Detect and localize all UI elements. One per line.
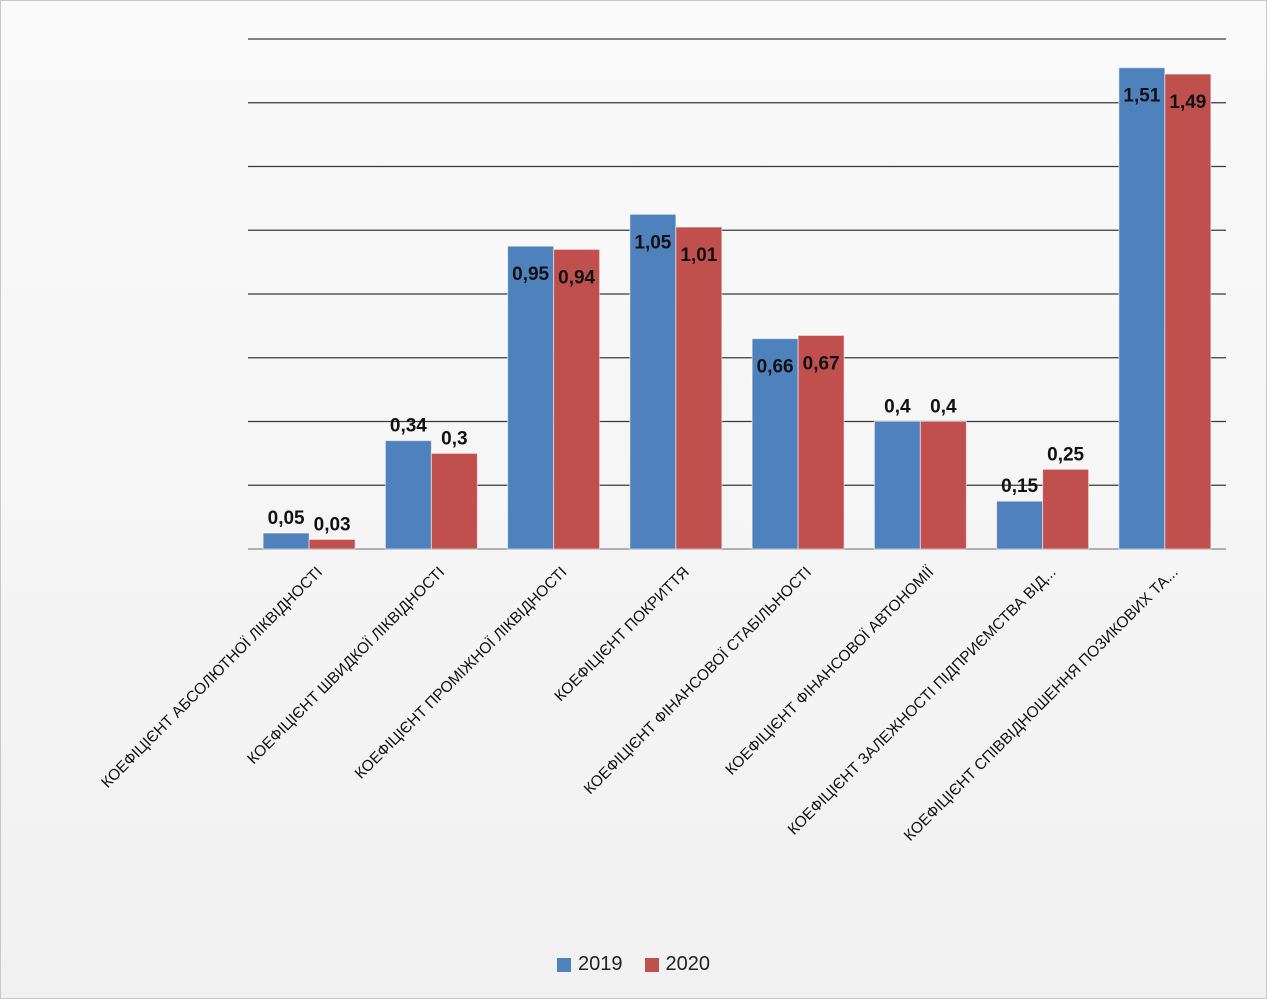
data-label-2019-4: 0,66 [757, 357, 794, 378]
legend-swatch-2019 [557, 957, 571, 972]
legend-swatch-2020 [644, 957, 659, 972]
data-label-2020-6: 0,25 [1047, 444, 1084, 465]
data-label-2020-4: 0,67 [803, 353, 840, 374]
legend-item-2019[interactable]: 2019 [557, 953, 623, 976]
legend-label-2019: 2019 [578, 953, 623, 975]
bar-2020-7[interactable] [1164, 73, 1212, 550]
data-label-2019-6: 0,15 [1001, 476, 1038, 497]
bar-2019-1[interactable] [384, 440, 432, 550]
bar-2020-0[interactable] [308, 538, 356, 550]
bar-2020-5[interactable] [919, 421, 967, 550]
bar-2020-2[interactable] [553, 248, 601, 550]
bar-2019-2[interactable] [507, 245, 555, 550]
data-label-2019-7: 1,51 [1123, 86, 1160, 107]
category-label-5: КОЕФІЦІЄНТ ФІНАНСОВОЇ АВТОНОМІЇ [722, 563, 937, 778]
bar-2019-0[interactable] [262, 532, 310, 550]
category-label-0: КОЕФІЦІЄНТ АБСОЛЮТНОЇ ЛІКВІДНОСТІ [98, 564, 326, 792]
bar-2020-6[interactable] [1042, 468, 1090, 550]
data-label-2019-3: 1,05 [634, 232, 671, 253]
category-label-2: КОЕФІЦІЄНТ ПРОМІЖНОЇ ЛІКВІДНОСТІ [352, 564, 571, 783]
bar-chart: 0,05 0,03 0,34 0,3 0,95 0,94 1,05 1,01 0,66 0,67 0… [98, 38, 1226, 845]
data-label-2019-5: 0,4 [884, 397, 911, 418]
bar-2019-3[interactable] [629, 213, 677, 550]
bar-2020-4[interactable] [797, 334, 845, 550]
bars [262, 67, 1212, 550]
data-label-2020-7: 1,49 [1169, 92, 1206, 113]
category-label-7: КОЕФІЦІЄНТ СПІВВІДНОШЕННЯ ПОЗИКОВИХ ТА..… [901, 564, 1182, 845]
data-label-2020-5: 0,4 [930, 397, 957, 418]
bar-2020-1[interactable] [430, 452, 478, 550]
bar-2019-5[interactable] [873, 421, 921, 550]
legend: 2019 2020 [1, 953, 1266, 976]
category-label-6: КОЕФІЦІЄНТ ЗАЛЕЖНОСТІ ПІДПРИЄМСТВА ВІД..… [785, 564, 1060, 839]
category-label-4: КОЕФІЦІЄНТ ФІНАНСОВОЇ СТАБІЛЬНОСТІ [581, 564, 815, 798]
data-labels: 0,05 0,03 0,34 0,3 0,95 0,94 1,05 1,01 0,66 0,67 0… [268, 86, 1207, 536]
data-label-2020-1: 0,3 [441, 428, 467, 449]
legend-label-2020: 2020 [665, 953, 711, 975]
data-label-2019-2: 0,95 [512, 264, 549, 285]
bar-2019-6[interactable] [996, 500, 1044, 550]
data-label-2019-0: 0,05 [268, 508, 305, 529]
data-label-2020-2: 0,94 [558, 267, 595, 288]
category-label-3: КОЕФІЦІЄНТ ПОКРИТТЯ [551, 564, 692, 705]
legend-item-2020[interactable]: 2020 [644, 953, 711, 976]
data-label-2019-1: 0,34 [390, 416, 427, 437]
data-label-2020-3: 1,01 [680, 245, 717, 266]
category-label-1: КОЕФІЦІЄНТ ШВИДКОЇ ЛІКВІДНОСТІ [244, 564, 448, 768]
data-label-2020-0: 0,03 [314, 514, 351, 535]
category-labels: КОЕФІЦІЄНТ АБСОЛЮТНОЇ ЛІКВІДНОСТІКОЕФІЦІ… [98, 563, 1181, 844]
bar-2019-7[interactable] [1118, 67, 1166, 550]
bar-2020-3[interactable] [675, 226, 723, 550]
